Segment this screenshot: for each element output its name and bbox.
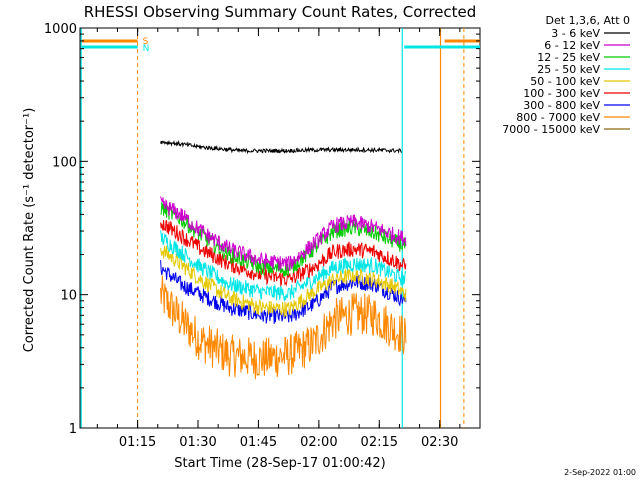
y-tick-label: 1 xyxy=(69,422,77,437)
x-tick-label: 01:45 xyxy=(240,435,277,450)
x-tick-label: 02:30 xyxy=(421,435,458,450)
legend-label: 12 - 25 keV xyxy=(537,51,600,64)
y-tick-label: 10 xyxy=(60,289,77,304)
legend-header: Det 1,3,6, Att 0 xyxy=(546,14,630,27)
series-line-300-800kev xyxy=(160,260,407,324)
legend-label: 50 - 100 keV xyxy=(530,75,600,88)
series-line-100-300kev xyxy=(160,219,407,287)
x-axis-label: Start Time (28-Sep-17 01:00:42) xyxy=(174,456,385,471)
y-axis-label: Corrected Count Rate (s⁻¹ detector⁻¹) xyxy=(22,108,37,353)
x-tick-label: 01:15 xyxy=(119,435,156,450)
series-line-25-50kev xyxy=(160,230,407,302)
legend-label: 25 - 50 keV xyxy=(537,63,600,76)
legend-label: 7000 - 15000 keV xyxy=(502,123,600,136)
legend-label: 100 - 300 keV xyxy=(523,87,600,100)
saa-marker-label: S xyxy=(143,37,149,47)
chart-title: RHESSI Observing Summary Count Rates, Co… xyxy=(84,3,477,21)
legend-label: 800 - 7000 keV xyxy=(516,111,600,124)
x-axis: 01:15 01:30 01:45 02:00 02:15 02:30 xyxy=(96,28,461,450)
x-tick-label: 01:30 xyxy=(179,435,216,450)
series-line-6-12kev xyxy=(160,196,407,272)
footer-date: 2-Sep-2022 01:00 xyxy=(564,468,636,477)
plot-frame xyxy=(79,27,481,429)
series-line-50-100kev xyxy=(160,245,407,317)
y-tick-label: 1000 xyxy=(44,22,77,37)
x-tick-label: 02:00 xyxy=(300,435,337,450)
legend-label: 300 - 800 keV xyxy=(523,99,600,112)
series-line-800-7000kev xyxy=(160,275,407,380)
y-tick-label: 100 xyxy=(52,155,77,170)
series-line-3-6kev xyxy=(160,139,403,155)
x-tick-label: 02:15 xyxy=(361,435,398,450)
legend-label: 6 - 12 keV xyxy=(544,39,600,52)
night-marker-label: N xyxy=(143,44,150,54)
legend-label: 3 - 6 keV xyxy=(551,27,600,40)
plot-area: SN xyxy=(79,27,481,429)
y-axis: 1 10 100 1000 xyxy=(44,22,480,437)
